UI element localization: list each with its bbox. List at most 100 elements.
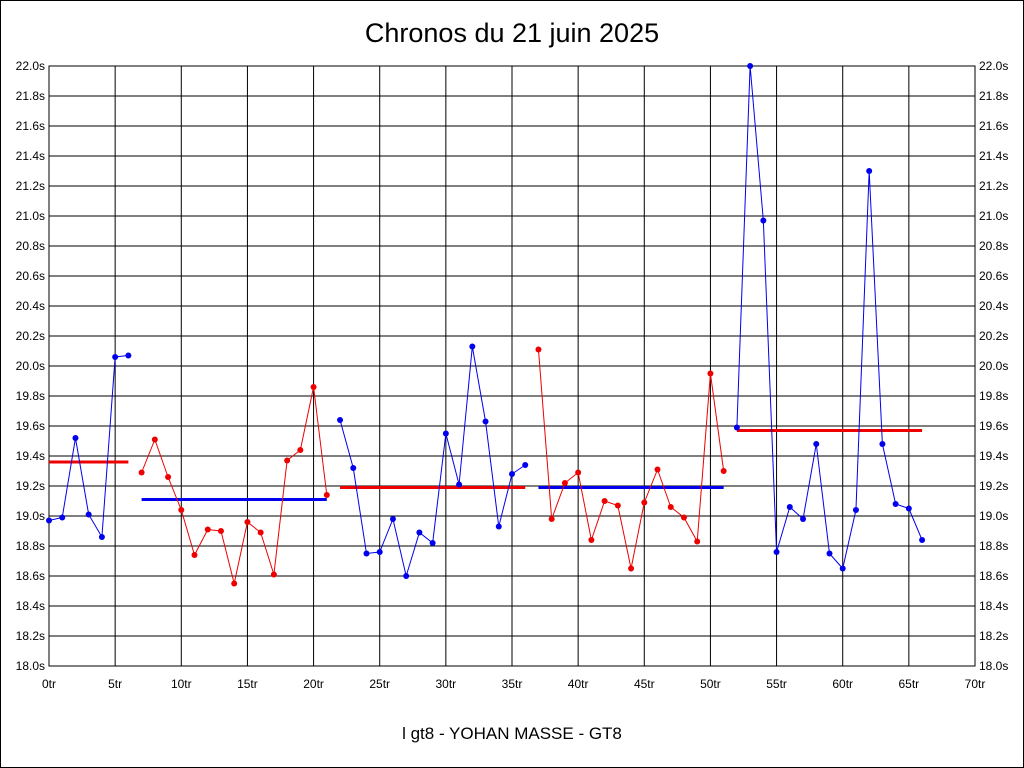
- y-tick-label-right: 20.2s: [979, 329, 1008, 343]
- x-tick-label: 35tr: [502, 677, 523, 691]
- data-point: [800, 516, 807, 522]
- x-tick-label: 15tr: [237, 677, 258, 691]
- y-tick-label-left: 20.0s: [16, 359, 45, 373]
- data-point: [535, 346, 542, 353]
- y-tick-label-left: 21.6s: [16, 119, 45, 133]
- data-point: [231, 580, 238, 587]
- data-point: [813, 441, 820, 447]
- data-point: [376, 549, 383, 555]
- data-point: [350, 465, 357, 471]
- x-tick-label: 0tr: [42, 677, 56, 691]
- y-tick-label-left: 19.2s: [16, 479, 45, 493]
- x-tick-label: 20tr: [303, 677, 324, 691]
- data-point: [720, 468, 727, 474]
- data-point: [575, 469, 582, 476]
- y-tick-label-right: 22.0s: [979, 59, 1008, 73]
- data-point: [509, 471, 515, 477]
- data-point: [85, 511, 92, 518]
- y-tick-label-left: 21.0s: [16, 209, 45, 223]
- data-point: [548, 516, 555, 522]
- x-tick-label: 40tr: [568, 677, 589, 691]
- data-point: [654, 466, 661, 473]
- y-tick-label-right: 21.4s: [979, 149, 1008, 163]
- data-point: [469, 343, 476, 350]
- data-point: [323, 492, 330, 498]
- data-point: [429, 540, 436, 546]
- x-tick-label: 45tr: [634, 677, 655, 691]
- y-tick-label-right: 19.6s: [979, 419, 1008, 433]
- y-tick-label-right: 18.0s: [979, 659, 1008, 673]
- y-tick-label-left: 21.4s: [16, 149, 45, 163]
- data-point: [46, 517, 52, 524]
- data-point: [707, 370, 714, 377]
- x-tick-label: 70tr: [965, 677, 986, 691]
- data-point: [614, 502, 621, 509]
- data-point: [389, 516, 396, 522]
- y-tick-label-right: 18.4s: [979, 599, 1008, 613]
- data-point: [270, 571, 277, 578]
- y-tick-label-left: 19.8s: [16, 389, 45, 403]
- y-tick-label-right: 19.8s: [979, 389, 1008, 403]
- data-point: [839, 565, 846, 572]
- y-tick-label-right: 20.4s: [979, 299, 1008, 313]
- data-point: [773, 549, 780, 555]
- y-tick-label-left: 20.8s: [16, 239, 45, 253]
- y-tick-label-left: 20.4s: [16, 299, 45, 313]
- y-tick-label-left: 21.8s: [16, 89, 45, 103]
- data-point: [628, 565, 635, 572]
- data-point: [204, 526, 211, 533]
- y-tick-label-left: 19.6s: [16, 419, 45, 433]
- y-tick-label-left: 18.6s: [16, 569, 45, 583]
- y-tick-label-left: 21.2s: [16, 179, 45, 193]
- x-tick-label: 30tr: [436, 677, 457, 691]
- data-point: [98, 534, 105, 540]
- data-point: [919, 537, 926, 543]
- chart-title: Chronos du 21 juin 2025: [364, 18, 660, 48]
- x-tick-label: 55tr: [766, 677, 787, 691]
- data-point: [337, 417, 344, 423]
- data-point: [760, 217, 767, 224]
- data-point: [442, 430, 449, 437]
- data-point: [138, 469, 145, 476]
- y-tick-label-right: 19.2s: [979, 479, 1008, 493]
- y-tick-label-right: 20.0s: [979, 359, 1008, 373]
- data-point: [601, 498, 608, 504]
- data-point: [191, 552, 198, 558]
- data-point: [217, 528, 224, 534]
- y-tick-label-right: 19.0s: [979, 509, 1008, 523]
- y-tick-label-left: 19.0s: [16, 509, 45, 523]
- x-tick-label: 60tr: [832, 677, 853, 691]
- data-point: [151, 436, 158, 443]
- data-point: [284, 457, 291, 464]
- data-point: [257, 529, 264, 536]
- data-point: [178, 507, 185, 513]
- y-tick-label-right: 19.4s: [979, 449, 1008, 463]
- data-point: [588, 537, 595, 543]
- x-tick-label: 50tr: [700, 677, 721, 691]
- data-point: [747, 63, 754, 69]
- data-point: [165, 474, 172, 480]
- y-tick-label-right: 20.6s: [979, 269, 1008, 283]
- data-point: [112, 354, 119, 360]
- x-tick-label: 10tr: [171, 677, 192, 691]
- data-point: [641, 499, 648, 506]
- data-point: [852, 507, 859, 513]
- y-tick-label-left: 22.0s: [16, 59, 45, 73]
- data-point: [125, 352, 132, 359]
- y-tick-label-left: 18.8s: [16, 539, 45, 553]
- data-point: [866, 168, 873, 174]
- y-tick-label-left: 18.4s: [16, 599, 45, 613]
- y-tick-label-left: 20.6s: [16, 269, 45, 283]
- data-point: [905, 505, 912, 512]
- data-point: [826, 550, 833, 557]
- data-point: [456, 481, 463, 488]
- data-point: [495, 523, 502, 530]
- data-point: [694, 538, 701, 545]
- data-point: [786, 504, 793, 510]
- x-tick-label: 5tr: [108, 677, 122, 691]
- data-point: [59, 514, 66, 521]
- data-point: [416, 529, 423, 536]
- y-tick-label-left: 19.4s: [16, 449, 45, 463]
- data-point: [667, 504, 674, 510]
